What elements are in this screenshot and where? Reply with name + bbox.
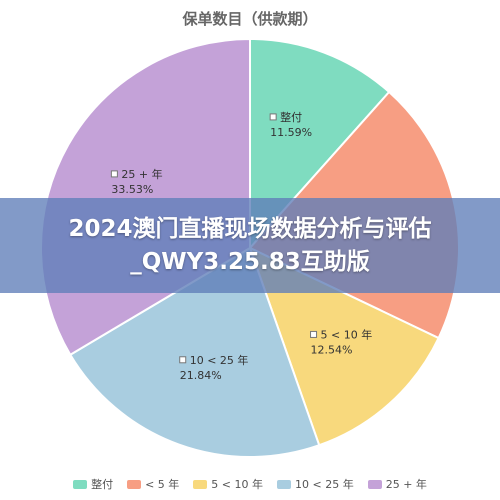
- chart-legend: 整付 < 5 年 5 < 10 年 10 < 25 年 25 + 年: [0, 474, 500, 494]
- slice-value-label: 12.54%: [311, 343, 353, 356]
- slice-label-marker: [179, 356, 187, 364]
- slice-label-marker: [110, 170, 118, 178]
- legend-item: 25 + 年: [367, 476, 427, 492]
- slice-category-label: 10 < 25 年: [190, 353, 249, 367]
- legend-item: < 5 年: [127, 476, 179, 492]
- legend-label: < 5 年: [145, 478, 180, 491]
- legend-item: 10 < 25 年: [277, 476, 354, 492]
- legend-item: 整付: [73, 476, 113, 492]
- slice-label-marker: [310, 330, 318, 338]
- slice-value-label: 21.84%: [180, 369, 222, 382]
- legend-label: 10 < 25 年: [295, 478, 354, 491]
- banner-text: 2024澳门直播现场数据分析与评估_QWY3.25.83互助版: [68, 215, 432, 275]
- legend-item: 5 < 10 年: [193, 476, 263, 492]
- slice-value-label: 11.59%: [270, 126, 312, 139]
- slice-category-label: 整付: [280, 110, 302, 124]
- slice-label-marker: [269, 113, 277, 121]
- pie-slice: [68, 246, 321, 458]
- legend-swatch: [127, 479, 142, 489]
- legend-swatch: [73, 479, 88, 489]
- slice-category-label: 5 < 10 年: [321, 327, 373, 341]
- overlay-banner: 2024澳门直播现场数据分析与评估_QWY3.25.83互助版: [0, 198, 500, 293]
- slice-value-label: 33.53%: [111, 183, 153, 196]
- legend-label: 5 < 10 年: [211, 478, 263, 491]
- pie-slice: [248, 246, 440, 447]
- legend-swatch: [193, 479, 208, 489]
- pie-slice: [249, 37, 391, 251]
- legend-label: 整付: [91, 478, 114, 491]
- legend-label: 25 + 年: [385, 478, 427, 491]
- legend-swatch: [367, 479, 382, 489]
- slice-category-label: 25 + 年: [121, 167, 162, 181]
- legend-swatch: [277, 479, 291, 489]
- chart-title: 保单数目（供款期）: [182, 10, 318, 28]
